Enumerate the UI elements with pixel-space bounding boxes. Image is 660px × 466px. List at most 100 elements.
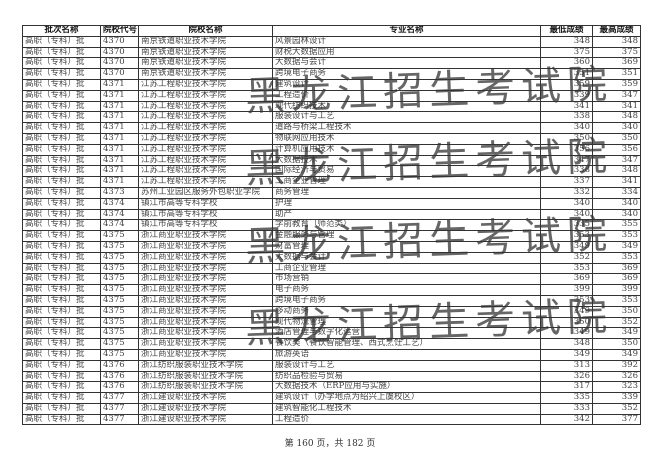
cell-school-code: 4374	[100, 197, 139, 210]
table-row: 高职（专科）批 4375 浙江商业职业技术学院 金融服务与管理 353 353	[22, 230, 641, 242]
cell-min-score: 350	[540, 132, 593, 145]
cell-max-score: 359	[592, 78, 641, 91]
cell-school-code: 4375	[100, 305, 139, 318]
cell-min-score: 348	[540, 35, 593, 48]
cell-batch: 高职（专科）批	[22, 327, 101, 340]
cell-batch: 高职（专科）批	[22, 197, 101, 210]
cell-max-score: 349	[592, 348, 641, 361]
cell-batch: 高职（专科）批	[22, 78, 101, 91]
table-row: 高职（专科）批 4375 浙江商业职业技术学院 大数据与会计 352 353	[22, 251, 641, 264]
cell-max-score: 353	[592, 230, 641, 242]
cell-batch: 高职（专科）批	[22, 230, 101, 242]
cell-min-score: 338	[540, 111, 593, 124]
table-header-row: 批次名称 院校代号 院校名称 专业名称 最低成绩 最高成绩	[22, 25, 641, 37]
table-row: 高职（专科）批 4375 浙江商业职业技术学院 财富管理 349 349	[22, 240, 641, 253]
cell-batch: 高职（专科）批	[22, 165, 101, 178]
cell-major-name: 物联网应用技术	[272, 132, 541, 145]
table-row: 高职（专科）批 4377 浙江建设职业技术学院 工程造价 342 377	[22, 413, 641, 426]
cell-school-name: 浙江商业职业技术学院	[138, 262, 273, 275]
cell-school-name: 浙江商业职业技术学院	[138, 294, 273, 307]
cell-max-score: 352	[592, 402, 641, 415]
cell-min-score: 340	[540, 122, 593, 134]
cell-batch: 高职（专科）批	[22, 208, 101, 221]
cell-min-score: 337	[540, 176, 593, 188]
cell-min-score: 360	[540, 57, 593, 70]
cell-batch: 高职（专科）批	[22, 402, 101, 415]
table-row: 高职（专科）批 4375 浙江商业职业技术学院 旅游英语 349 349	[22, 348, 641, 361]
cell-school-code: 4376	[100, 381, 139, 394]
cell-school-name: 浙江商业职业技术学院	[138, 327, 273, 340]
table-row: 高职（专科）批 4371 江苏工程职业技术学院 现代纺织技术 341 341	[22, 100, 641, 113]
table-row: 高职（专科）批 4375 浙江商业职业技术学院 酒店管理与数字化运营 349 349	[22, 327, 641, 340]
cell-major-name: 财富管理	[272, 240, 541, 253]
cell-major-name: 建筑设计（办学地点为绍兴上虞校区）	[272, 392, 541, 404]
cell-school-code: 4371	[100, 111, 139, 124]
cell-school-name: 镇江市高等专科学校	[138, 197, 273, 210]
cell-major-name: 工商企业管理	[272, 176, 541, 188]
cell-school-name: 江苏工程职业技术学院	[138, 176, 273, 188]
cell-batch: 高职（专科）批	[22, 251, 101, 264]
cell-school-code: 4375	[100, 284, 139, 296]
cell-max-score: 350	[592, 132, 641, 145]
cell-school-code: 4371	[100, 143, 139, 156]
table-row: 高职（专科）批 4371 江苏工程职业技术学院 物联网应用技术 350 350	[22, 132, 641, 145]
cell-batch: 高职（专科）批	[22, 111, 101, 124]
cell-max-score: 341	[592, 100, 641, 113]
cell-major-name: 大数据技术	[272, 154, 541, 167]
cell-batch: 高职（专科）批	[22, 186, 101, 199]
cell-batch: 高职（专科）批	[22, 46, 101, 59]
cell-min-score: 353	[540, 262, 593, 275]
header-school-name: 院校名称	[138, 25, 273, 37]
table-row: 高职（专科）批 4370 南京铁道职业技术学院 财税大数据应用 375 375	[22, 46, 641, 59]
table-row: 高职（专科）批 4371 江苏工程职业技术学院 服装设计与工艺 338 348	[22, 111, 641, 124]
cell-batch: 高职（专科）批	[22, 143, 101, 156]
cell-max-score: 323	[592, 381, 641, 394]
cell-max-score: 348	[592, 35, 641, 48]
cell-school-name: 浙江建设职业技术学院	[138, 402, 273, 415]
cell-max-score: 340	[592, 122, 641, 134]
cell-major-name: 纺织品检验与贸易	[272, 370, 541, 383]
cell-major-name: 工程造价	[272, 413, 541, 426]
cell-batch: 高职（专科）批	[22, 273, 101, 286]
cell-school-code: 4370	[100, 46, 139, 59]
cell-batch: 高职（专科）批	[22, 89, 101, 102]
cell-max-score: 347	[592, 154, 641, 167]
table-row: 高职（专科）批 4374 镇江市高等专科学校 学前教育（师范类） 335 355	[22, 219, 641, 232]
cell-batch: 高职（专科）批	[22, 392, 101, 404]
table-row: 高职（专科）批 4370 南京铁道职业技术学院 大数据与会计 360 369	[22, 57, 641, 70]
cell-school-code: 4377	[100, 402, 139, 415]
cell-min-score: 353	[540, 230, 593, 242]
cell-min-score: 338	[540, 165, 593, 178]
cell-min-score: 333	[540, 402, 593, 415]
cell-min-score: 347	[540, 154, 593, 167]
cell-school-code: 4371	[100, 122, 139, 134]
table-row: 高职（专科）批 4377 浙江建设职业技术学院 建筑智能化工程技术 333 352	[22, 402, 641, 415]
cell-school-code: 4375	[100, 230, 139, 242]
cell-major-name: 酒店管理与数字化运营	[272, 327, 541, 340]
cell-max-score: 350	[592, 305, 641, 318]
cell-min-score: 348	[540, 338, 593, 350]
table-row: 高职（专科）批 4373 苏州工业园区服务外包职业学院 商务管理 332 334	[22, 186, 641, 199]
cell-batch: 高职（专科）批	[22, 338, 101, 350]
cell-min-score: 349	[540, 327, 593, 340]
cell-max-score: 352	[592, 316, 641, 329]
cell-min-score: 349	[540, 348, 593, 361]
cell-school-name: 南京铁道职业技术学院	[138, 57, 273, 70]
cell-max-score: 353	[592, 294, 641, 307]
cell-school-code: 4375	[100, 327, 139, 340]
cell-min-score: 326	[540, 370, 593, 383]
cell-max-score: 347	[592, 89, 641, 102]
cell-max-score: 349	[592, 327, 641, 340]
cell-school-name: 镇江市高等专科学校	[138, 208, 273, 221]
cell-major-name: 跨境电子商务	[272, 294, 541, 307]
cell-school-code: 4371	[100, 100, 139, 113]
cell-major-name: 助产	[272, 208, 541, 221]
cell-school-name: 江苏工程职业技术学院	[138, 154, 273, 167]
table-row: 高职（专科）批 4371 江苏工程职业技术学院 计算机应用技术 356 356	[22, 143, 641, 156]
cell-school-name: 江苏工程职业技术学院	[138, 143, 273, 156]
cell-school-code: 4375	[100, 348, 139, 361]
cell-major-name: 跨境电子商务	[272, 68, 541, 80]
cell-school-code: 4373	[100, 186, 139, 199]
cell-max-score: 369	[592, 57, 641, 70]
cell-major-name: 现代纺织技术	[272, 100, 541, 113]
